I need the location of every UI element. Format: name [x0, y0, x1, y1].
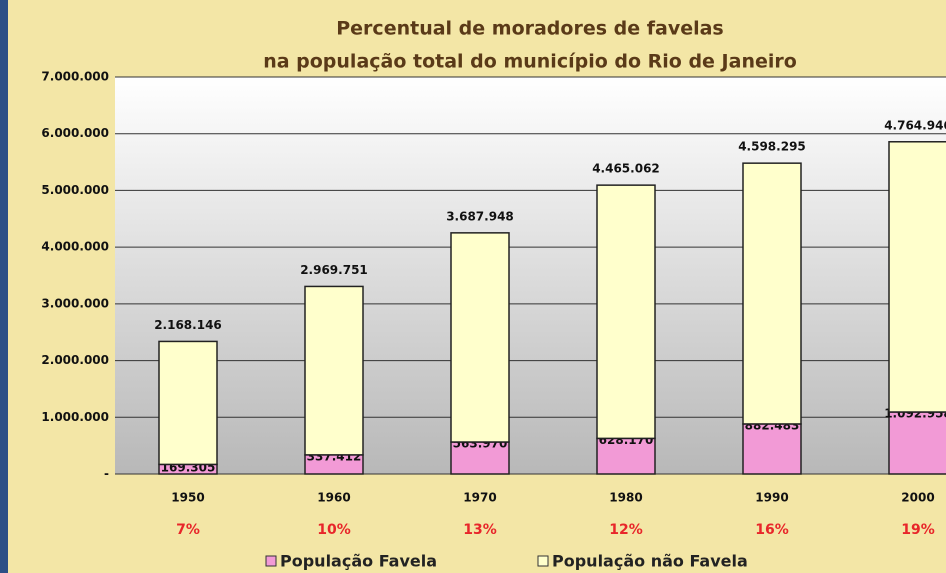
chart-title: na população total do município do Rio d… — [263, 51, 797, 73]
plot-area — [115, 77, 946, 474]
legend-swatch — [266, 556, 276, 566]
share-label: 19% — [901, 522, 935, 538]
share-label: 12% — [609, 522, 643, 538]
share-label: 16% — [755, 522, 789, 538]
x-tick-label: 1970 — [463, 491, 496, 505]
value-label: 4.764.946 — [884, 118, 946, 132]
x-tick-label: 2000 — [901, 491, 934, 505]
frame-edge — [0, 0, 8, 573]
x-tick-label: 1950 — [171, 491, 204, 505]
legend-swatch — [538, 556, 548, 566]
value-label: 3.687.948 — [446, 209, 514, 223]
bar-segment — [451, 233, 509, 442]
share-label: 13% — [463, 522, 497, 538]
bar-segment — [159, 341, 217, 464]
x-tick-label: 1960 — [317, 491, 350, 505]
bar-segment — [889, 412, 946, 474]
value-label: 4.598.295 — [738, 140, 806, 154]
value-label: 2.168.146 — [154, 318, 222, 332]
share-label: 7% — [176, 522, 200, 538]
x-tick-label: 1990 — [755, 491, 788, 505]
legend-label: População Favela — [280, 552, 437, 571]
y-tick-label: 3.000.000 — [41, 296, 109, 310]
bar-segment — [743, 163, 801, 424]
y-tick-label: 1.000.000 — [41, 410, 109, 424]
bar-segment — [597, 185, 655, 438]
y-tick-label: 2.000.000 — [41, 353, 109, 367]
value-label: 2.969.751 — [300, 263, 368, 277]
bar-segment — [889, 142, 946, 412]
y-tick-label: 6.000.000 — [41, 126, 109, 140]
x-tick-label: 1980 — [609, 491, 642, 505]
bar-segment — [305, 286, 363, 454]
y-tick-label: 7.000.000 — [41, 70, 109, 84]
value-label: 4.465.062 — [592, 162, 660, 176]
legend-label: População não Favela — [552, 552, 748, 571]
chart: Percentual de moradores de favelas na po… — [0, 0, 946, 573]
chart-title: Percentual de moradores de favelas — [336, 18, 724, 40]
y-tick-label: 5.000.000 — [41, 183, 109, 197]
y-tick-label: 4.000.000 — [41, 240, 109, 254]
share-label: 10% — [317, 522, 351, 538]
y-tick-label: - — [104, 467, 109, 481]
